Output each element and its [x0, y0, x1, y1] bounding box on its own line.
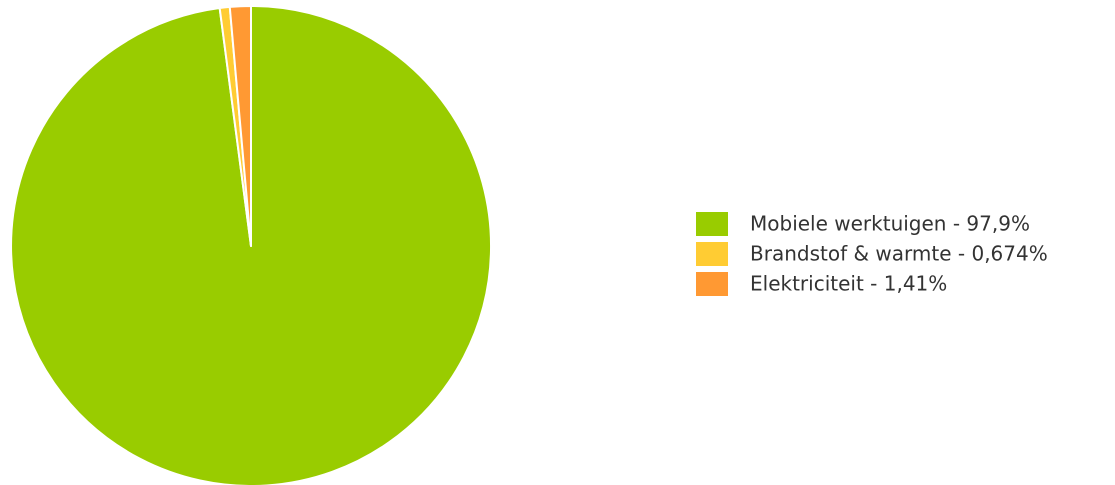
legend-label-brandstof-warmte: Brandstof & warmte - 0,674%: [750, 242, 1048, 266]
legend-swatch-brandstof-warmte: [696, 242, 728, 266]
legend-item-elektriciteit: Elektriciteit - 1,41%: [696, 272, 947, 296]
legend-swatch-elektriciteit: [696, 272, 728, 296]
legend-item-mobiele-werktuigen: Mobiele werktuigen - 97,9%: [696, 212, 1030, 236]
pie-slice-elektriciteit: [228, 4, 252, 247]
pie-slices: [10, 4, 492, 485]
legend-label-mobiele-werktuigen: Mobiele werktuigen - 97,9%: [750, 212, 1030, 236]
legend-item-brandstof-warmte: Brandstof & warmte - 0,674%: [696, 242, 1048, 266]
legend: Mobiele werktuigen - 97,9% Brandstof & wa…: [696, 212, 1048, 296]
legend-label-elektriciteit: Elektriciteit - 1,41%: [750, 272, 947, 296]
legend-swatch-mobiele-werktuigen: [696, 212, 728, 236]
